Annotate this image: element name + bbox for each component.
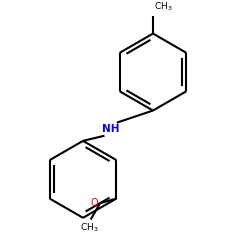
Text: CH$_3$: CH$_3$	[80, 222, 99, 234]
Text: NH: NH	[102, 124, 120, 134]
Text: CH$_3$: CH$_3$	[154, 0, 173, 12]
Text: O: O	[90, 198, 98, 208]
